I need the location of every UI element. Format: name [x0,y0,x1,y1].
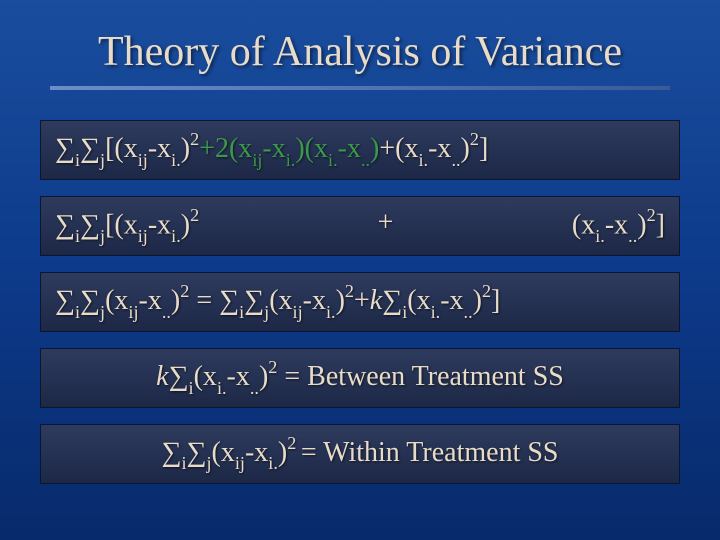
eq4-content: k∑i(xi.-x..)2 = Between Treatment SS [156,361,564,392]
equation-3: ∑i∑j(xij-x..)2 = ∑i∑j(xij-xi.)2+k∑i(xi.-… [40,272,680,332]
equation-4: k∑i(xi.-x..)2 = Between Treatment SS [40,348,680,408]
eq2-left: ∑i∑j[(xij-xi.)2 [55,207,199,245]
slide-title: Theory of Analysis of Variance [0,0,720,86]
eq2-right: (xi.-x..)2] [572,207,665,245]
title-underline [50,86,670,90]
eq3-content: ∑i∑j(xij-x..)2 = ∑i∑j(xij-xi.)2+k∑i(xi.-… [55,285,500,316]
equation-1: ∑i∑j[(xij-xi.)2+2(xij-xi.)(xi.-x..)+(xi.… [40,120,680,180]
equation-5: ∑i∑j(xij-xi.)2 = Within Treatment SS [40,424,680,484]
eq5-content: ∑i∑j(xij-xi.)2 = Within Treatment SS [161,437,558,468]
eq2-plus: + [378,207,394,245]
eq1-content: ∑i∑j[(xij-xi.)2+2(xij-xi.)(xi.-x..)+(xi.… [55,133,488,164]
equation-2: ∑i∑j[(xij-xi.)2 + (xi.-x..)2] [40,196,680,256]
